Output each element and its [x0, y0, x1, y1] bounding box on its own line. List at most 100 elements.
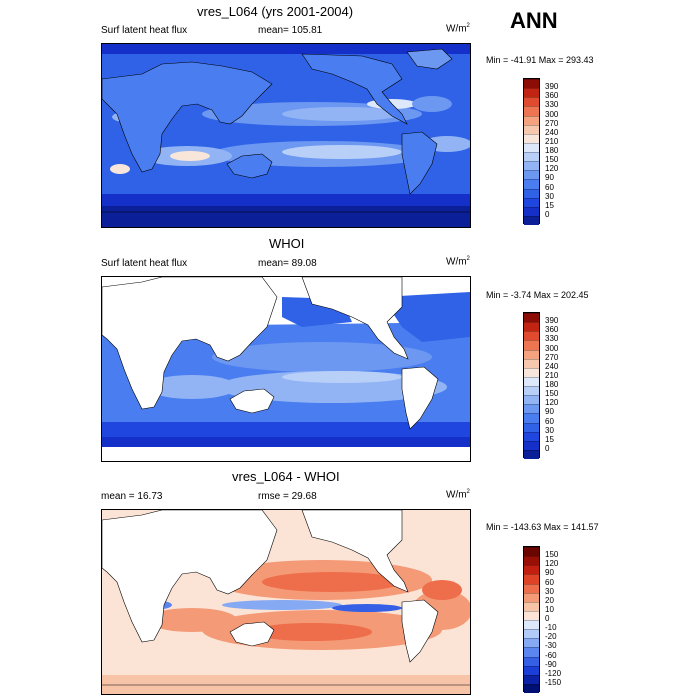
colorbar-swatch — [524, 313, 539, 323]
colorbar-tick-label: -30 — [545, 641, 557, 651]
panel2-units: W/m2 — [446, 256, 470, 267]
panel1-units-sup: 2 — [466, 23, 470, 29]
colorbar-swatch — [524, 395, 539, 405]
colorbar-swatch — [524, 547, 539, 557]
colorbar-swatch — [524, 133, 539, 143]
colorbar-box — [523, 546, 540, 693]
colorbar-swatch — [524, 188, 539, 198]
colorbar-tick-label: 390 — [545, 82, 559, 92]
colorbar-swatch — [524, 638, 539, 648]
colorbar-swatch — [524, 358, 539, 368]
colorbar-tick-label: 90 — [545, 407, 554, 417]
colorbar-tick-label: 0 — [545, 443, 550, 453]
colorbar-tick-label: 240 — [545, 361, 559, 371]
colorbar-tick-label: 30 — [545, 191, 554, 201]
panel3-units: W/m2 — [446, 489, 470, 500]
colorbar-swatch — [524, 574, 539, 584]
colorbar-swatch — [524, 449, 539, 459]
colorbar-tick-label: 0 — [545, 614, 550, 623]
colorbar-tick-label: 15 — [545, 200, 554, 210]
colorbar-swatch — [524, 386, 539, 396]
panel1-map — [101, 43, 471, 228]
colorbar-swatch — [524, 206, 539, 216]
panel2-left-label: Surf latent heat flux — [101, 258, 188, 269]
panel2-map-svg — [102, 277, 470, 461]
panel3-title: vres_L064 - WHOI — [232, 469, 340, 484]
colorbar-tick-label: 360 — [545, 325, 559, 335]
colorbar-tick-label: 210 — [545, 136, 559, 146]
colorbar-tick-label: 390 — [545, 316, 559, 326]
colorbar-tick-label: -60 — [545, 650, 557, 660]
colorbar-swatch — [524, 422, 539, 432]
panel1-mean-label: mean= 105.81 — [258, 25, 323, 36]
colorbar-swatch — [524, 674, 539, 684]
colorbar-swatch — [524, 88, 539, 98]
colorbar-swatch — [524, 601, 539, 611]
colorbar-swatch — [524, 179, 539, 189]
colorbar-tick-label: 60 — [545, 182, 554, 192]
colorbar-tick-label: 60 — [545, 416, 554, 426]
colorbar-tick-label: 0 — [545, 209, 550, 219]
panel3-map-svg — [102, 510, 470, 694]
colorbar-tick-label: 120 — [545, 164, 559, 174]
colorbar-tick-label: 150 — [545, 550, 559, 560]
colorbar-swatch — [524, 106, 539, 116]
colorbar-swatch — [524, 431, 539, 441]
colorbar-swatch — [524, 161, 539, 171]
colorbar-box — [523, 312, 540, 459]
colorbar-tick-label: 240 — [545, 127, 559, 137]
colorbar-swatch — [524, 565, 539, 575]
colorbar-tick-label: -150 — [545, 677, 562, 687]
colorbar-tick-label: 270 — [545, 118, 559, 128]
panel2-units-text: W/m — [446, 256, 467, 268]
panel1-map-svg — [102, 44, 470, 227]
colorbar-tick-label: 20 — [545, 595, 554, 605]
colorbar-tick-label: 90 — [545, 173, 554, 183]
colorbar-swatch — [524, 440, 539, 450]
colorbar-tick-label: 30 — [545, 425, 554, 435]
colorbar-tick-label: 60 — [545, 577, 554, 587]
colorbar-swatch — [524, 656, 539, 666]
panel2-map — [101, 276, 471, 462]
season-label: ANN — [510, 8, 558, 33]
colorbar-swatch — [524, 592, 539, 602]
panel2-mean-label: mean= 89.08 — [258, 258, 317, 269]
colorbar-tick-label: 360 — [545, 91, 559, 101]
colorbar-tick-label: 330 — [545, 100, 559, 110]
colorbar-tick-label: 180 — [545, 380, 559, 389]
colorbar-tick-label: 300 — [545, 343, 559, 353]
colorbar-tick-label: 150 — [545, 389, 559, 399]
colorbar-swatch — [524, 376, 539, 386]
colorbar-swatch — [524, 583, 539, 593]
colorbar-tick-label: 270 — [545, 352, 559, 362]
colorbar-tick-label: 330 — [545, 334, 559, 344]
colorbar-tick-label: 15 — [545, 434, 554, 444]
colorbar-tick-label: 120 — [545, 559, 559, 569]
colorbar-swatch — [524, 647, 539, 657]
colorbar-swatch — [524, 79, 539, 89]
panel1-left-label: Surf latent heat flux — [101, 25, 188, 36]
colorbar-swatch — [524, 556, 539, 566]
colorbar-swatch — [524, 197, 539, 207]
panel3-rmse-label: rmse = 29.68 — [258, 491, 317, 502]
panel2-title: WHOI — [269, 236, 305, 251]
colorbar-swatch — [524, 322, 539, 332]
colorbar-swatch — [524, 152, 539, 162]
colorbar-swatch — [524, 683, 539, 693]
colorbar-swatch — [524, 115, 539, 125]
colorbar-tick-label: 180 — [545, 146, 559, 155]
colorbar-tick-label: -120 — [545, 668, 562, 678]
colorbar-tick-label: 210 — [545, 370, 559, 380]
colorbar-swatch — [524, 413, 539, 423]
colorbar-tick-label: 300 — [545, 109, 559, 119]
colorbar-swatch — [524, 620, 539, 630]
colorbar-tick-label: 90 — [545, 568, 554, 578]
colorbar-swatch — [524, 340, 539, 350]
colorbar-swatch — [524, 367, 539, 377]
colorbar-swatch — [524, 610, 539, 620]
colorbar-swatch — [524, 215, 539, 225]
colorbar-swatch — [524, 404, 539, 414]
colorbar-tick-label: 10 — [545, 604, 554, 614]
colorbar-swatch — [524, 97, 539, 107]
colorbar-swatch — [524, 629, 539, 639]
